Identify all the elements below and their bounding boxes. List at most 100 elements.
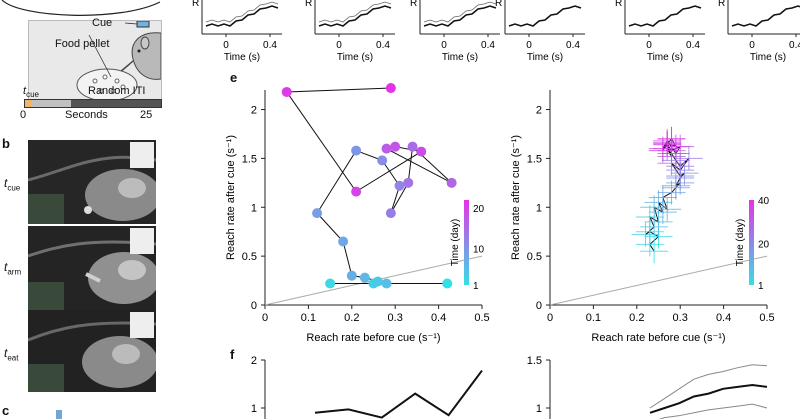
e-left-colorbar-label: Time (day) — [450, 219, 461, 266]
e-left-data-point — [351, 186, 362, 197]
strip-trace-error — [205, 1, 279, 23]
e-left-data-point — [385, 208, 396, 219]
strip-tick-label: 0 — [336, 40, 342, 51]
photo-label-eat-sub: eat — [7, 353, 19, 363]
strip-tick-label: 0.4 — [481, 40, 495, 51]
e-right-y-tick-label: 0.5 — [527, 251, 542, 263]
timeline-bar — [24, 99, 162, 108]
e-left-colorbar-tick: 20 — [473, 204, 485, 215]
photo-label-arm: tarm — [4, 260, 21, 276]
timeline-tick-0: 0 — [20, 109, 27, 121]
f-right-series-line — [649, 383, 768, 414]
strip-trace — [423, 5, 497, 27]
timeline-tick-25: 25 — [140, 109, 153, 121]
f-left-series-line — [314, 369, 483, 419]
photo-arm — [28, 226, 156, 310]
e-right-y-tick-label: 2 — [536, 105, 542, 117]
e-left-data-point — [442, 278, 453, 289]
e-left-data-point — [407, 141, 418, 152]
strip-tick-label: 0.4 — [376, 40, 390, 51]
strip-tick-label: 0 — [223, 40, 229, 51]
e-left-colorbar-tick: 10 — [473, 245, 485, 256]
chart-e-left: 0 0.1 0.2 0.3 0.4 0.5 0 0.5 1 1.5 2 Reach rate befo… — [225, 83, 490, 344]
e-right-colorbar-tick: 40 — [758, 196, 770, 207]
e-right-colorbar-tick: 1 — [758, 281, 764, 292]
f-right-series-line — [649, 364, 768, 409]
strip-trace — [731, 5, 800, 27]
chart-f-right: 11.5 — [527, 355, 768, 419]
photo-eat — [28, 310, 156, 392]
e-right-identity-line — [549, 255, 768, 306]
strip-tick-label: 0.4 — [686, 40, 700, 51]
e-right-x-tick-label: 0.3 — [673, 312, 688, 324]
e-left-x-tick-label: 0.4 — [431, 312, 446, 324]
e-left-x-tick-label: 0.5 — [474, 312, 489, 324]
e-left-data-point — [385, 83, 396, 94]
e-left-x-tick-label: 0.2 — [344, 312, 359, 324]
panel-letter-f: f — [230, 347, 235, 362]
e-left-data-point — [390, 141, 401, 152]
f-right-series-line — [658, 403, 768, 419]
photo-label-arm-main: t — [4, 260, 8, 274]
e-left-data-point — [325, 278, 336, 289]
e-right-y-tick-label: 1 — [536, 202, 542, 214]
e-right-x-tick-label: 0.1 — [586, 312, 601, 324]
photo-cue-inset — [130, 142, 154, 168]
e-left-data-point — [312, 208, 323, 219]
e-left-data-point — [346, 270, 357, 281]
e-right-colorbar — [749, 200, 754, 285]
photo-eat-inset — [130, 312, 154, 338]
strip-x-label: Time (s) — [527, 52, 563, 62]
timeline-axis-label: Seconds — [65, 109, 108, 121]
e-left-x-tick-label: 0.3 — [388, 312, 403, 324]
e-left-y-tick-label: 2 — [251, 105, 257, 117]
e-right-x-tick-label: 0 — [547, 312, 553, 324]
e-left-colorbar — [464, 200, 469, 285]
e-left-data-point — [351, 145, 362, 156]
strip-x-label: Time (s) — [750, 52, 786, 62]
strip-x-label: Time (s) — [337, 52, 373, 62]
photo-label-cue: tcue — [4, 176, 20, 192]
panel-letter-e: e — [230, 70, 238, 85]
apparatus-box — [28, 20, 162, 106]
e-right-x-tick-label: 0.2 — [629, 312, 644, 324]
strip-tick-label: 0 — [646, 40, 652, 51]
e-left-y-tick-label: 1.5 — [242, 153, 257, 165]
timeline-t-main: t — [23, 85, 27, 97]
photo-label-eat: teat — [4, 346, 18, 362]
e-left-data-point — [381, 143, 392, 154]
timeline-cue-segment — [25, 100, 31, 107]
e-left-data-point — [338, 236, 349, 247]
e-left-y-label: Reach rate after cue (s⁻¹) — [225, 135, 237, 260]
photo-label-cue-sub: cue — [7, 183, 21, 193]
e-right-y-tick-label: 1.5 — [527, 153, 542, 165]
e-left-trajectory-line — [285, 87, 452, 284]
e-left-x-tick-label: 0 — [262, 312, 268, 324]
strip-trace — [205, 5, 279, 27]
strip-tick-label: 0.4 — [789, 40, 800, 51]
photo-label-eat-main: t — [4, 346, 8, 360]
panel-letter-b: b — [2, 136, 10, 151]
food-pellet-label: Food pellet — [55, 38, 110, 50]
strip-clipped-ylabel: R — [410, 0, 417, 9]
f-left-y-tick-label: 1 — [251, 403, 257, 415]
photo-label-cue-main: t — [4, 176, 8, 190]
e-left-data-point — [446, 177, 457, 188]
e-left-y-tick-label: 0 — [251, 300, 257, 312]
photo-label-arm-sub: arm — [7, 267, 22, 277]
strip-trace — [508, 5, 582, 27]
strip-clipped-ylabel: R — [305, 0, 312, 9]
strip-clipped-ylabel: R — [495, 0, 502, 9]
panel-c-bar — [56, 410, 62, 419]
f-left-y-tick-label: 2 — [251, 355, 257, 367]
strip-clipped-ylabel: R — [615, 0, 622, 9]
e-left-x-tick-label: 0.1 — [301, 312, 316, 324]
strip-tick-label: 0 — [526, 40, 532, 51]
photo-cue — [28, 140, 156, 224]
e-right-y-tick-label: 0 — [536, 300, 542, 312]
strip-x-label: Time (s) — [224, 52, 260, 62]
chart-e-right: 0 0.1 0.2 0.3 0.4 0.5 0 0.5 1 1.5 2 Reach rate befo… — [510, 90, 775, 344]
f-right-y-tick-label: 1.5 — [527, 355, 542, 367]
panel-letter-c: c — [2, 403, 10, 418]
strip-tick-label: 0.4 — [566, 40, 580, 51]
